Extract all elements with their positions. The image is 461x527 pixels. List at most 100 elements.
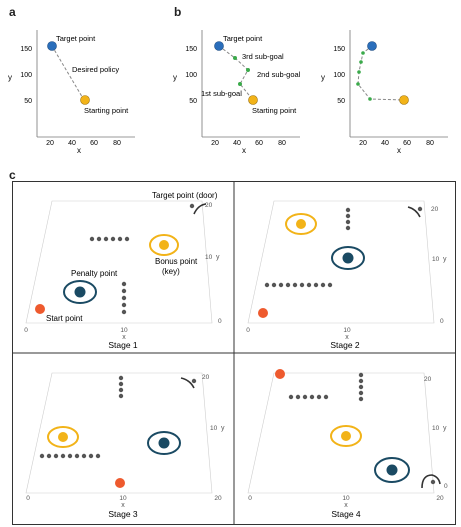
target-point	[367, 41, 377, 51]
y-tick: 20	[205, 202, 213, 209]
target-marker	[191, 378, 197, 384]
x-tick: 0	[248, 495, 252, 502]
wall-vertical	[121, 281, 127, 315]
subgoal-1-label: 1st sub-goal	[201, 89, 242, 98]
wall-vertical	[345, 207, 351, 231]
target-marker	[430, 479, 436, 485]
stage-4: 0 10 x 20 0 10 y 20 Stage 4	[247, 369, 448, 519]
desired-policy-path	[51, 45, 85, 101]
y-tick: 10	[432, 256, 440, 263]
x-tick: 0	[246, 327, 250, 334]
target-point-label: Target point (door)	[152, 191, 218, 200]
bonus-ring	[47, 426, 79, 448]
start-point	[258, 308, 268, 318]
x-tick: 40	[68, 140, 76, 147]
y-tick: 100	[185, 72, 197, 79]
subgoal-marker	[233, 56, 237, 60]
subgoal-marker	[246, 68, 250, 72]
panel-letter-b: b	[174, 5, 182, 19]
wall-vertical	[118, 375, 124, 399]
y-tick: 50	[24, 98, 32, 105]
x-tick: 80	[113, 140, 121, 147]
starting-point	[248, 95, 258, 105]
bonus-point	[58, 432, 68, 442]
subgoal-marker	[368, 97, 372, 101]
y-tick: 150	[333, 46, 345, 53]
y-tick: 150	[185, 46, 197, 53]
x-axis-label: x	[345, 334, 349, 341]
y-tick: 50	[189, 98, 197, 105]
door-marker	[407, 206, 421, 218]
desired-policy-label: Desired policy	[72, 65, 119, 74]
x-tick: 80	[426, 140, 434, 147]
x-tick: 20	[436, 495, 444, 502]
door-marker	[421, 474, 441, 489]
x-tick: 10	[343, 327, 351, 334]
subgoal-marker	[357, 70, 361, 74]
x-tick: 20	[214, 495, 222, 502]
floor-outline	[25, 372, 213, 494]
target-point-label: Target point	[223, 34, 263, 43]
floor-outline	[25, 200, 213, 324]
wall-horizontal	[39, 453, 101, 459]
y-tick: 20	[202, 374, 210, 381]
y-tick: 20	[431, 206, 439, 213]
door-marker	[180, 377, 195, 389]
bonus-ring	[330, 425, 362, 447]
y-axis-label: y	[216, 254, 220, 261]
panel-c-grid: 0 10 x 0 10 y 20 Stage 1 Target point (d…	[12, 181, 456, 525]
panel-letter-c: c	[9, 168, 16, 182]
penalty-ring	[331, 246, 365, 270]
x-tick: 0	[26, 495, 30, 502]
door-marker	[193, 203, 207, 215]
penalty-ring	[63, 280, 97, 304]
x-tick: 80	[278, 140, 286, 147]
subgoal-marker	[238, 82, 242, 86]
starting-point	[399, 95, 409, 105]
y-axis-label: y	[8, 73, 12, 82]
floor-outline	[247, 372, 435, 494]
x-tick: 0	[24, 327, 28, 334]
y-axis-label: y	[173, 73, 177, 82]
x-tick: 40	[381, 140, 389, 147]
x-tick: 10	[120, 327, 128, 334]
target-marker	[417, 206, 423, 212]
subgoal-marker	[359, 60, 363, 64]
wall-horizontal	[264, 282, 333, 288]
stage-3: 0 10 x 20 10 y 20 Stage 3	[25, 372, 225, 519]
x-axis-label: x	[122, 334, 126, 341]
stage-title: Stage 3	[108, 509, 138, 519]
panel-a-plot: 150 100 50 20 40 60 80 y x Target point …	[8, 30, 135, 155]
x-tick: 20	[46, 140, 54, 147]
bonus-point	[341, 431, 351, 441]
bonus-label-key: (key)	[162, 267, 180, 276]
y-axis-label: y	[443, 425, 447, 432]
start-point	[115, 478, 125, 488]
y-tick: 10	[210, 425, 218, 432]
x-tick: 20	[359, 140, 367, 147]
target-point-label: Target point	[56, 34, 96, 43]
y-tick: 10	[432, 425, 440, 432]
bonus-label: Bonus point	[155, 257, 198, 266]
starting-point	[80, 95, 90, 105]
bonus-ring	[149, 234, 179, 256]
x-axis-label: x	[242, 146, 246, 155]
y-tick: 150	[20, 46, 32, 53]
start-point	[275, 369, 285, 379]
starting-point-label: Starting point	[84, 106, 129, 115]
x-axis-label: x	[121, 502, 125, 509]
wall-horizontal	[89, 236, 130, 242]
bonus-point	[159, 240, 169, 250]
x-tick: 20	[211, 140, 219, 147]
x-axis-label: x	[77, 146, 81, 155]
y-axis-label: y	[221, 425, 225, 432]
wall-vertical	[358, 372, 364, 402]
y-tick: 0	[444, 483, 448, 490]
x-tick: 10	[342, 495, 350, 502]
subgoal-marker	[356, 82, 360, 86]
starting-point-label: Starting point	[252, 106, 297, 115]
y-tick: 50	[337, 98, 345, 105]
penalty-point	[158, 437, 170, 449]
x-tick: 60	[90, 140, 98, 147]
x-tick: 40	[233, 140, 241, 147]
